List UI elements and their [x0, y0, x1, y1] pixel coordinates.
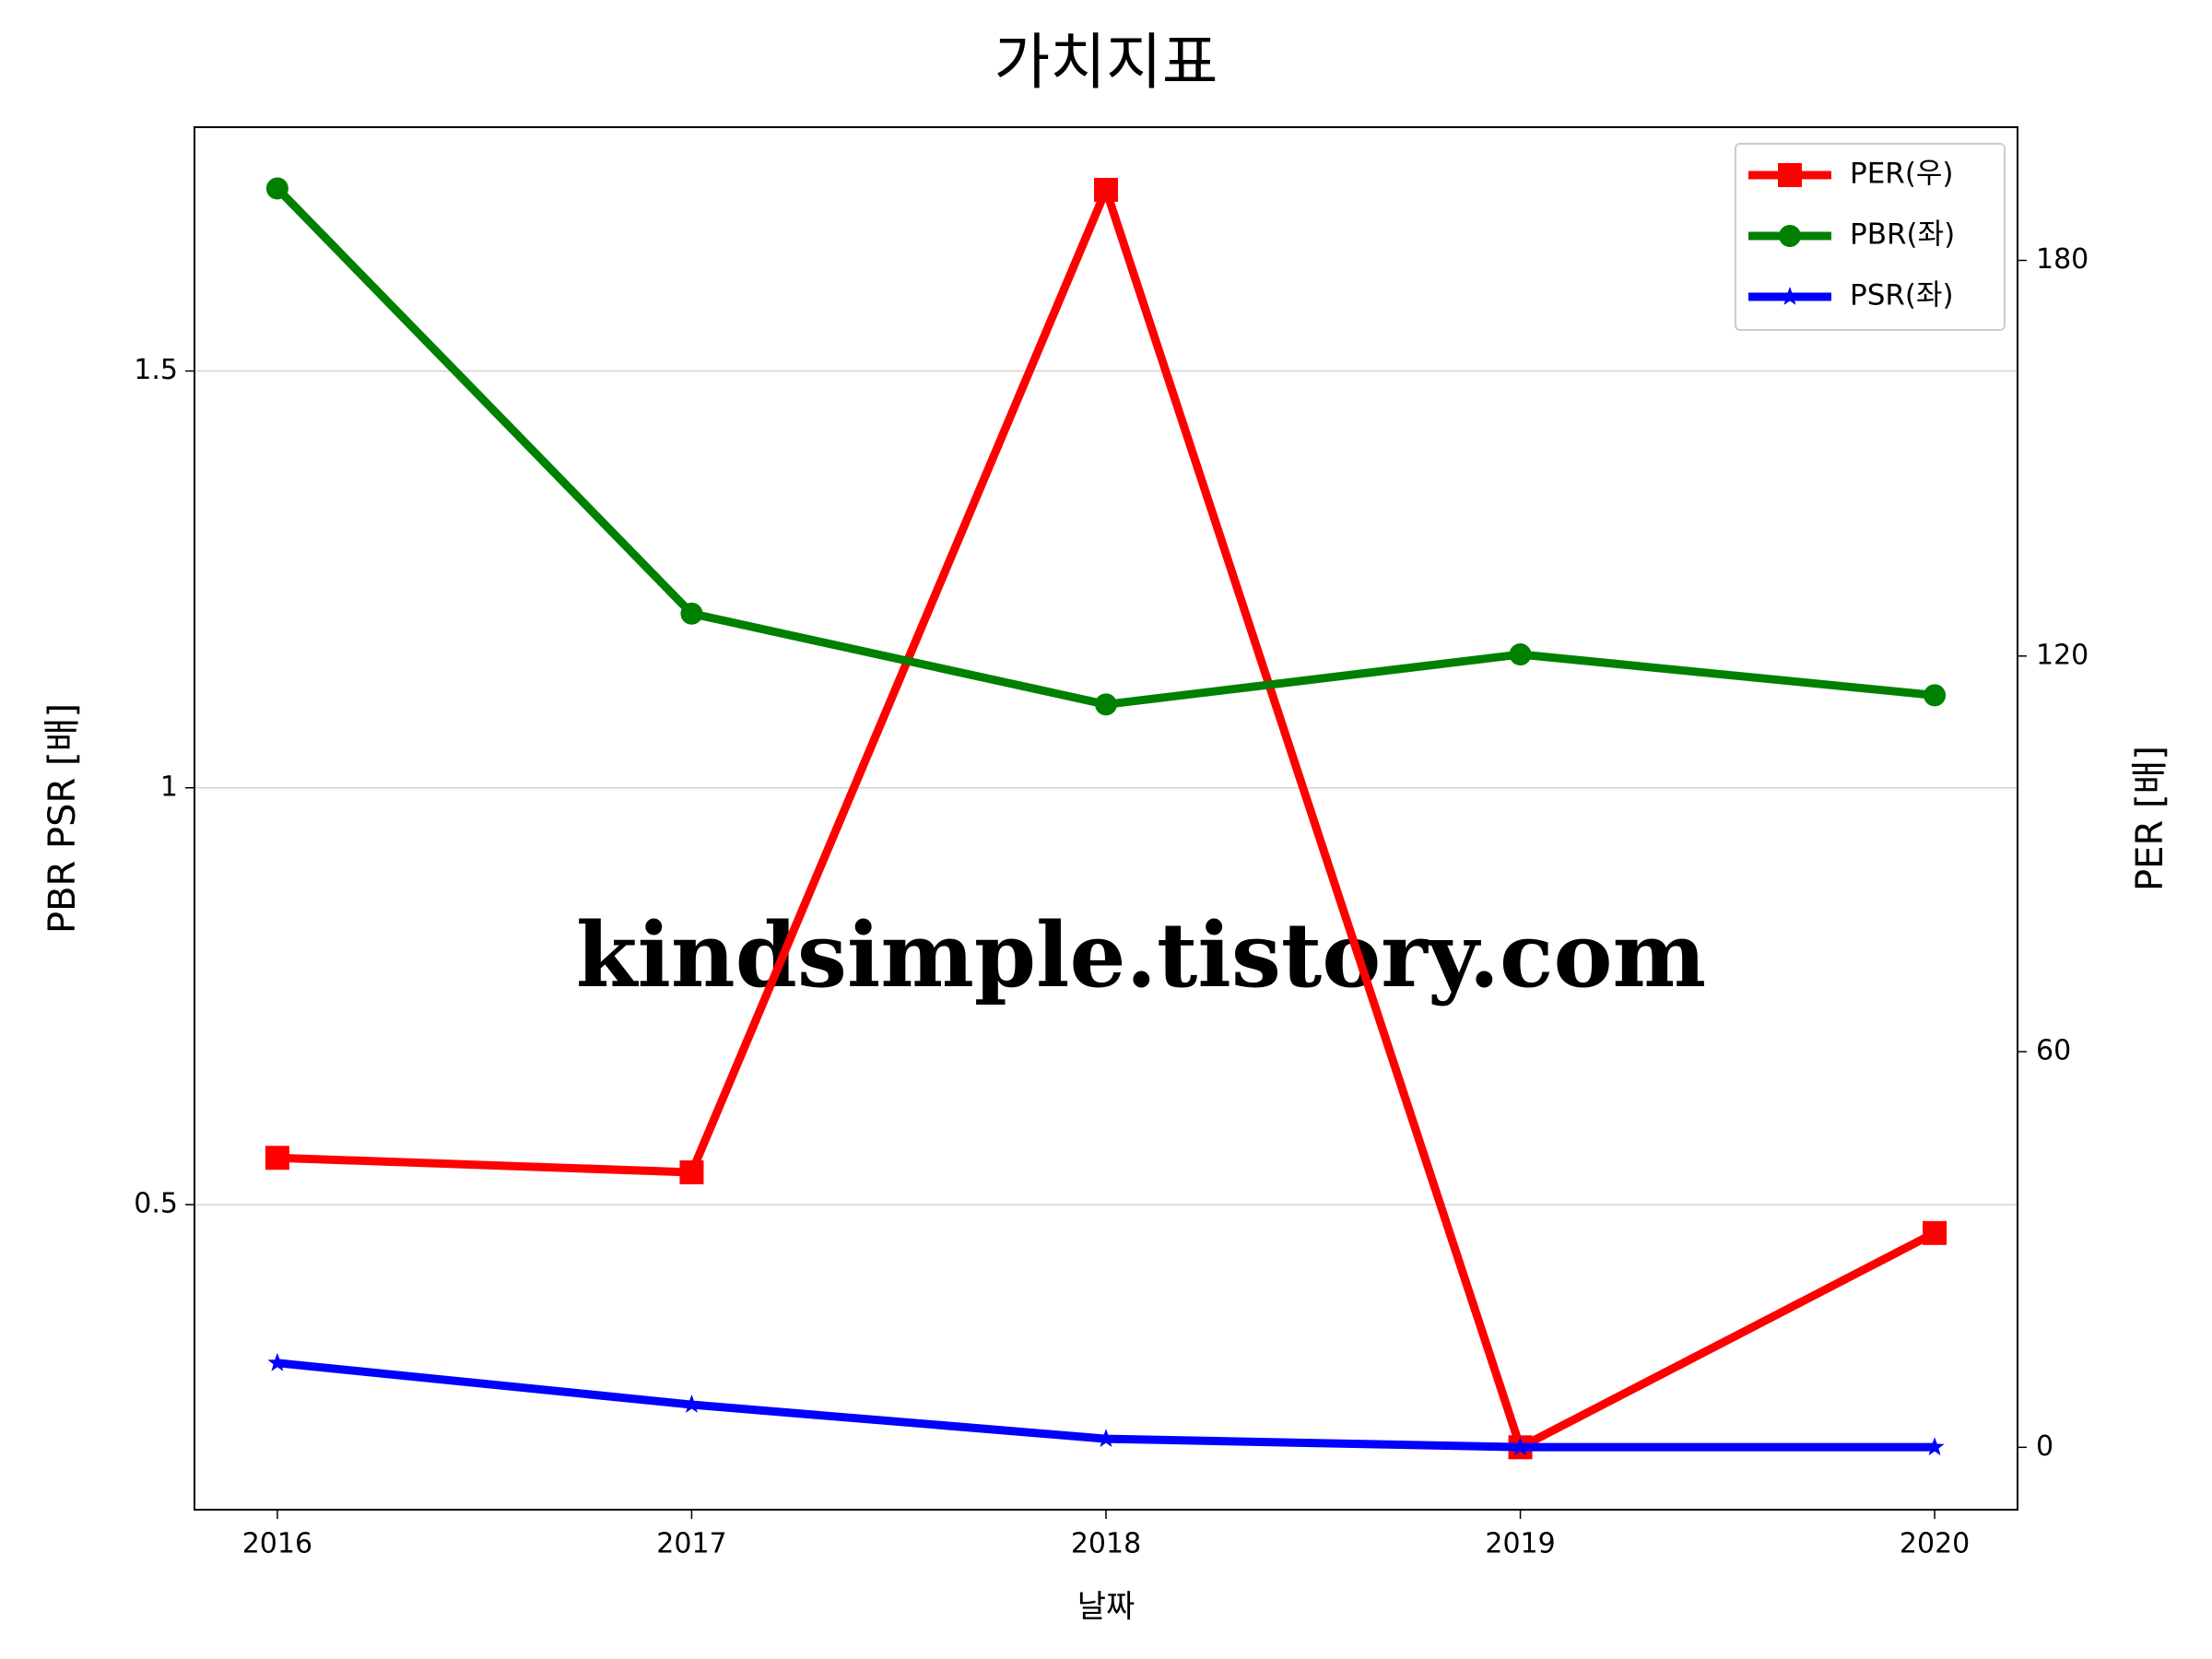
- y-tick-label: 1.5: [134, 354, 178, 386]
- marker: [679, 1159, 704, 1184]
- x-tick-label: 2016: [242, 1528, 312, 1560]
- x-tick-label: 2020: [1900, 1528, 1970, 1560]
- marker: [682, 1394, 701, 1413]
- series: [267, 1352, 1945, 1456]
- y-tick-label: 1: [160, 771, 178, 803]
- marker: [1094, 177, 1118, 202]
- legend: PER(우) PBR(좌) PSR(좌): [1735, 143, 2006, 331]
- line: [276, 185, 1937, 1452]
- plot-frame: [194, 126, 2018, 1511]
- y-axis-label: PBR PSR [배]: [41, 703, 84, 934]
- marker: [1509, 643, 1532, 666]
- marker: [1924, 684, 1947, 707]
- marker: [267, 1352, 288, 1371]
- legend-marker: [1778, 163, 1802, 187]
- series: [265, 177, 1947, 1460]
- legend-label: PSR(좌): [1850, 279, 1954, 312]
- y2-tick-label: 120: [2036, 639, 2088, 671]
- marker: [1511, 1437, 1530, 1456]
- series: [265, 177, 1947, 716]
- legend-marker: [1780, 287, 1800, 305]
- y2-tick-label: 0: [2036, 1430, 2053, 1463]
- y2-tick-label: 60: [2036, 1035, 2071, 1067]
- y2-tick-label: 180: [2036, 243, 2088, 276]
- legend-label: PER(우): [1850, 158, 1954, 191]
- x-tick-label: 2018: [1071, 1528, 1141, 1560]
- x-tick-label: 2017: [656, 1528, 726, 1560]
- marker: [265, 177, 288, 200]
- legend-box: [1735, 143, 2006, 331]
- chart-title: 가치지표: [994, 27, 1218, 98]
- marker: [680, 602, 703, 625]
- x-tick-label: 2019: [1485, 1528, 1555, 1560]
- marker: [1096, 1429, 1116, 1447]
- x-axis-label: 날짜: [1077, 1589, 1135, 1626]
- marker: [265, 1146, 289, 1171]
- marker: [1924, 1437, 1945, 1456]
- y-tick-label: 0.5: [134, 1187, 178, 1219]
- legend-label: PBR(좌): [1850, 218, 1955, 252]
- line: [274, 185, 1936, 709]
- watermark: kindsimple.tistory.com: [576, 903, 1706, 1007]
- marker: [1923, 1220, 1947, 1245]
- y2-axis-label: PER [배]: [2129, 746, 2171, 891]
- legend-marker: [1779, 225, 1801, 247]
- marker: [1095, 693, 1117, 716]
